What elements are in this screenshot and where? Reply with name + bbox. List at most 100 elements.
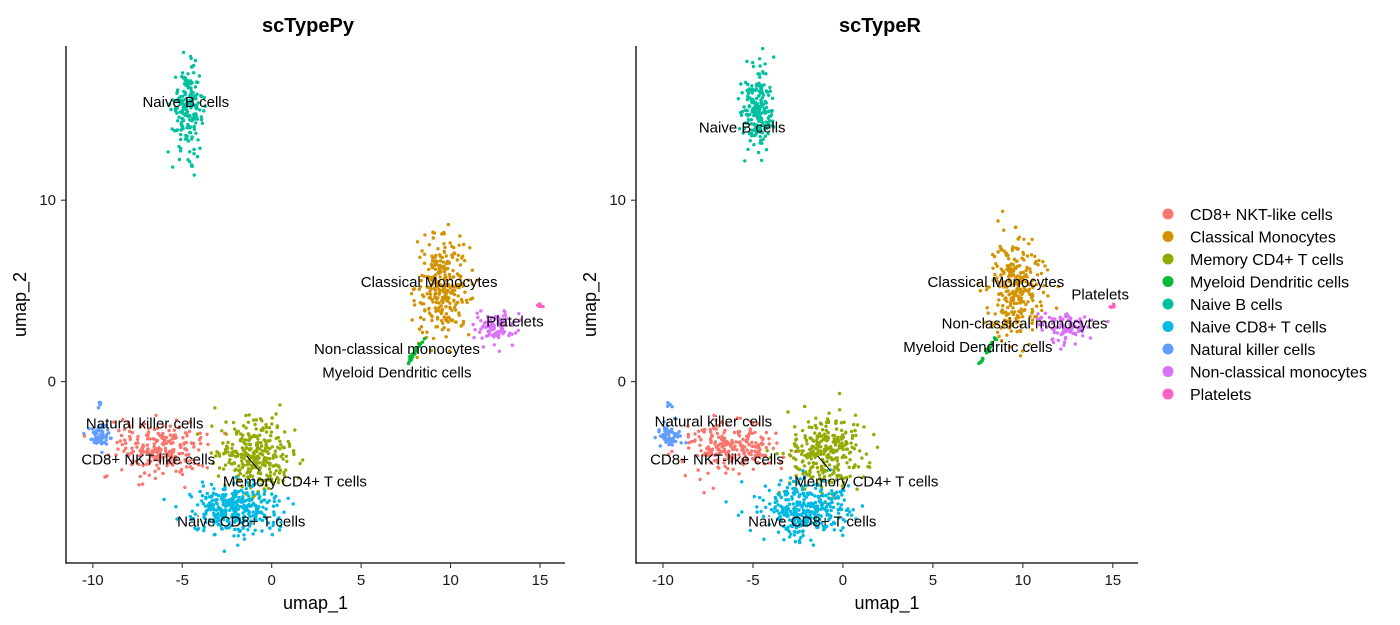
- cluster-points: [82, 400, 113, 455]
- data-point: [864, 452, 869, 456]
- data-point: [751, 60, 755, 65]
- data-point: [237, 529, 242, 533]
- data-point: [225, 526, 229, 530]
- data-point: [672, 433, 677, 437]
- data-point: [270, 445, 274, 449]
- data-point: [443, 294, 447, 298]
- data-point: [768, 89, 772, 93]
- data-point: [717, 423, 721, 428]
- data-point: [236, 543, 240, 547]
- data-point: [190, 96, 194, 100]
- data-point: [804, 471, 808, 475]
- data-point: [272, 510, 276, 514]
- x-tick-label: 10: [1015, 572, 1032, 589]
- data-point: [755, 129, 759, 134]
- data-point: [810, 425, 814, 430]
- data-point: [263, 489, 267, 493]
- data-point: [263, 446, 268, 450]
- data-point: [256, 440, 260, 445]
- x-tick-label: -5: [176, 572, 189, 589]
- data-point: [999, 291, 1003, 296]
- data-point: [819, 468, 824, 472]
- data-point: [768, 455, 773, 460]
- data-point: [768, 85, 772, 90]
- data-point: [211, 491, 216, 495]
- data-point: [710, 447, 715, 451]
- data-point: [513, 331, 518, 335]
- data-point: [812, 452, 816, 456]
- data-point: [781, 455, 786, 459]
- data-point: [1030, 292, 1035, 296]
- cluster-label: Platelets: [486, 314, 544, 331]
- data-point: [814, 416, 818, 420]
- data-point: [160, 442, 165, 446]
- data-point: [665, 437, 670, 441]
- data-point: [829, 522, 834, 527]
- data-point: [750, 128, 754, 132]
- data-point: [234, 504, 239, 508]
- data-point: [457, 311, 461, 315]
- data-point: [229, 453, 234, 457]
- data-point: [670, 443, 674, 447]
- data-point: [172, 428, 176, 432]
- data-point: [986, 311, 990, 315]
- data-point: [429, 262, 434, 267]
- data-point: [148, 454, 153, 458]
- data-point: [852, 464, 857, 468]
- data-point: [183, 113, 188, 117]
- data-point: [1076, 329, 1081, 333]
- data-point: [425, 330, 429, 334]
- data-point: [184, 453, 188, 457]
- legend-item: Naive CD8+ T cells: [1162, 320, 1327, 337]
- data-point: [996, 250, 1000, 254]
- cluster-label: Classical Monocytes: [928, 274, 1065, 291]
- data-point: [487, 332, 491, 336]
- data-point: [254, 427, 258, 431]
- data-point: [658, 444, 662, 448]
- data-point: [1010, 247, 1015, 251]
- data-point: [130, 446, 134, 450]
- data-point: [828, 505, 833, 509]
- data-point: [822, 474, 827, 479]
- data-point: [188, 54, 193, 59]
- data-point: [1082, 315, 1087, 319]
- data-point: [185, 465, 189, 469]
- data-point: [776, 530, 781, 534]
- data-point: [1106, 319, 1110, 324]
- data-point: [194, 131, 198, 135]
- data-point: [845, 513, 850, 517]
- data-point: [173, 457, 177, 461]
- data-point: [747, 434, 751, 438]
- data-point: [454, 308, 458, 312]
- data-point: [838, 408, 842, 412]
- data-point: [455, 301, 459, 305]
- data-point: [98, 401, 103, 405]
- data-point: [1001, 269, 1005, 273]
- x-axis-title: umap_1: [283, 593, 348, 614]
- data-point: [838, 506, 842, 510]
- data-point: [814, 426, 819, 430]
- data-point: [436, 247, 440, 251]
- data-point: [860, 456, 864, 460]
- data-point: [259, 510, 263, 514]
- data-point: [666, 401, 670, 405]
- y-tick-label: 10: [609, 192, 626, 209]
- data-point: [418, 315, 423, 320]
- data-point: [153, 437, 157, 441]
- data-point: [751, 467, 755, 471]
- data-point: [117, 429, 121, 433]
- data-point: [112, 420, 116, 424]
- data-point: [161, 455, 165, 460]
- data-point: [731, 456, 735, 460]
- data-point: [985, 306, 989, 310]
- data-point: [173, 75, 178, 80]
- data-point: [809, 516, 813, 520]
- data-point: [441, 260, 446, 264]
- cluster-label: Naive B cells: [142, 94, 229, 111]
- data-point: [803, 434, 807, 438]
- data-point: [267, 467, 272, 471]
- data-point: [800, 484, 804, 488]
- data-point: [752, 494, 756, 499]
- data-point: [746, 147, 750, 152]
